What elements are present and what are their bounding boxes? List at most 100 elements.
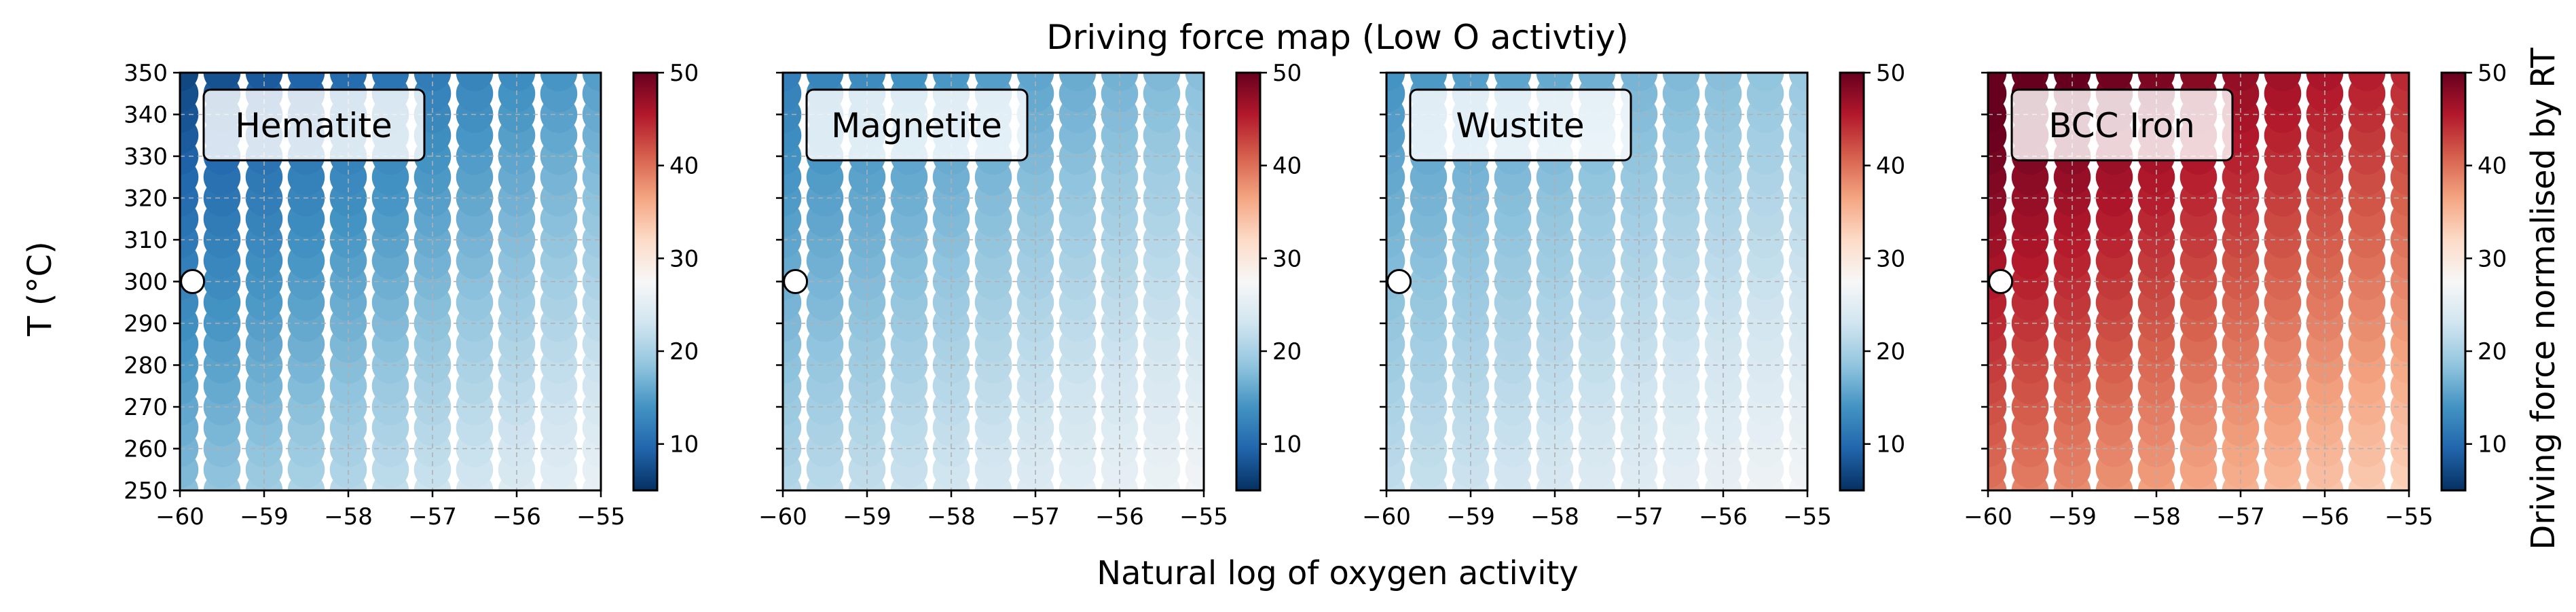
colorbar: 10 20 30 40 50 — [1839, 60, 1905, 492]
panel-label-box — [2010, 88, 2234, 162]
panel-label-text: Hematite — [235, 106, 392, 145]
data-point — [2095, 73, 2133, 92]
colorbar-tick-label: 20 — [1272, 338, 1302, 365]
highlight-marker — [783, 269, 809, 294]
colorbar-tick-label: 50 — [669, 60, 699, 87]
colorbar-tick-label: 50 — [1876, 60, 1905, 87]
x-tick-label: −56 — [2300, 503, 2349, 530]
x-tick-label: −57 — [2216, 503, 2265, 530]
x-tick-label: −58 — [324, 503, 373, 530]
x-tick-label: −55 — [576, 503, 625, 530]
x-tick-label: −59 — [843, 503, 891, 530]
y-tick-label: 270 — [124, 394, 168, 421]
y-tick-label: 290 — [124, 310, 168, 338]
data-point — [806, 73, 844, 92]
colorbar: 10 20 30 40 50 — [2440, 60, 2507, 492]
x-tick-label: −56 — [492, 503, 541, 530]
y-tick-label: 260 — [124, 436, 168, 463]
data-point — [1494, 73, 1532, 92]
panel-label-box — [805, 88, 1029, 162]
colorbar: 10 20 30 40 50 — [632, 60, 699, 492]
x-tick-label: −57 — [1615, 503, 1663, 530]
x-tick-label: −56 — [1095, 503, 1144, 530]
data-point — [180, 73, 199, 92]
x-tick-label: −55 — [1783, 503, 1832, 530]
panel-label: Hematite — [202, 88, 426, 162]
x-tick-label: −55 — [1179, 503, 1228, 530]
colorbar-tick-label: 30 — [1272, 245, 1302, 272]
colorbar-scale — [1839, 71, 1865, 492]
x-tick-label: −58 — [927, 503, 976, 530]
y-tick-label: 250 — [124, 478, 168, 505]
panel-label-box — [1409, 88, 1632, 162]
y-tick-label: 280 — [124, 353, 168, 380]
y-tick-label: 310 — [124, 227, 168, 254]
colorbar-tick-label: 20 — [1876, 338, 1905, 365]
colorbar-scale — [1235, 71, 1262, 492]
data-point — [582, 73, 601, 92]
panel-magnetite: −60 −59 −58 −57 −56 −55 Magnetite 10 20 30 40 50 — [758, 60, 1302, 530]
x-tick-label: −59 — [2048, 503, 2097, 530]
data-point — [371, 73, 409, 92]
colorbar-tick-label: 30 — [2478, 245, 2507, 272]
colorbar-tick-label: 30 — [1876, 245, 1905, 272]
x-tick-label: −58 — [1530, 503, 1579, 530]
y-tick-label: 320 — [124, 185, 168, 213]
data-point — [1746, 73, 1784, 92]
highlight-marker — [1988, 269, 2014, 294]
colorbar-tick-label: 10 — [1876, 431, 1905, 458]
panel-label-box — [202, 88, 426, 162]
x-axis-title: Natural log of oxygen activity — [1097, 554, 1579, 592]
figure-title: Driving force map (Low O activtiy) — [1046, 18, 1628, 57]
data-point — [2179, 73, 2218, 92]
data-point — [2011, 73, 2049, 92]
panel-bcc-iron: −60 −59 −58 −57 −56 −55 BCC Iron 10 20 30 40 50 — [1964, 60, 2507, 530]
data-point — [2390, 73, 2409, 92]
colorbar-tick-label: 20 — [2478, 338, 2507, 365]
colorbar-tick-label: 40 — [1272, 153, 1302, 180]
data-point — [1059, 73, 1097, 92]
data-point — [540, 73, 578, 92]
data-point — [1662, 73, 1700, 92]
colorbar-tick-label: 40 — [1876, 153, 1905, 180]
colorbar: 10 20 30 40 50 — [1235, 60, 1302, 492]
data-point — [287, 73, 325, 92]
colorbar-tick-label: 50 — [1272, 60, 1302, 87]
colorbar-scale — [2440, 71, 2467, 492]
panel-label-text: Magnetite — [831, 106, 1002, 145]
colorbar-title: Driving force normalised by RT — [2524, 48, 2562, 550]
data-point — [1578, 73, 1616, 92]
x-tick-label: −55 — [2385, 503, 2433, 530]
data-point — [2348, 73, 2386, 92]
data-point — [1988, 73, 2007, 92]
data-point — [890, 73, 928, 92]
data-point — [1788, 73, 1807, 92]
colorbar-tick-label: 10 — [1272, 431, 1302, 458]
data-point — [1410, 73, 1448, 92]
panel-wustite: −60 −59 −58 −57 −56 −55 Wustite 10 20 30 40 50 — [1362, 60, 1905, 530]
data-point — [974, 73, 1012, 92]
colorbar-tick-label: 10 — [669, 431, 699, 458]
panel-label-text: BCC Iron — [2048, 106, 2195, 145]
colorbar-tick-label: 40 — [2478, 153, 2507, 180]
panel-hematite: −60 −59 −58 −57 −56 −55 250 260 270 280 290 300 310 3… — [124, 60, 699, 530]
x-tick-label: −60 — [1964, 503, 2012, 530]
y-tick-label: 350 — [124, 60, 168, 87]
x-tick-label: −57 — [1011, 503, 1060, 530]
data-point — [2264, 73, 2302, 92]
colorbar-tick-label: 50 — [2478, 60, 2507, 87]
data-point — [456, 73, 494, 92]
data-point — [1185, 73, 1204, 92]
colorbar-tick-label: 40 — [669, 153, 699, 180]
panel-label: Wustite — [1409, 88, 1632, 162]
x-tick-label: −60 — [758, 503, 807, 530]
highlight-marker — [1386, 269, 1412, 294]
colorbar-tick-label: 10 — [2478, 431, 2507, 458]
x-tick-label: −57 — [408, 503, 457, 530]
colorbar-tick-label: 20 — [669, 338, 699, 365]
y-tick-label: 300 — [124, 269, 168, 296]
y-tick-label: 330 — [124, 143, 168, 170]
x-tick-label: −59 — [1446, 503, 1495, 530]
scatter-points — [1386, 73, 1807, 490]
